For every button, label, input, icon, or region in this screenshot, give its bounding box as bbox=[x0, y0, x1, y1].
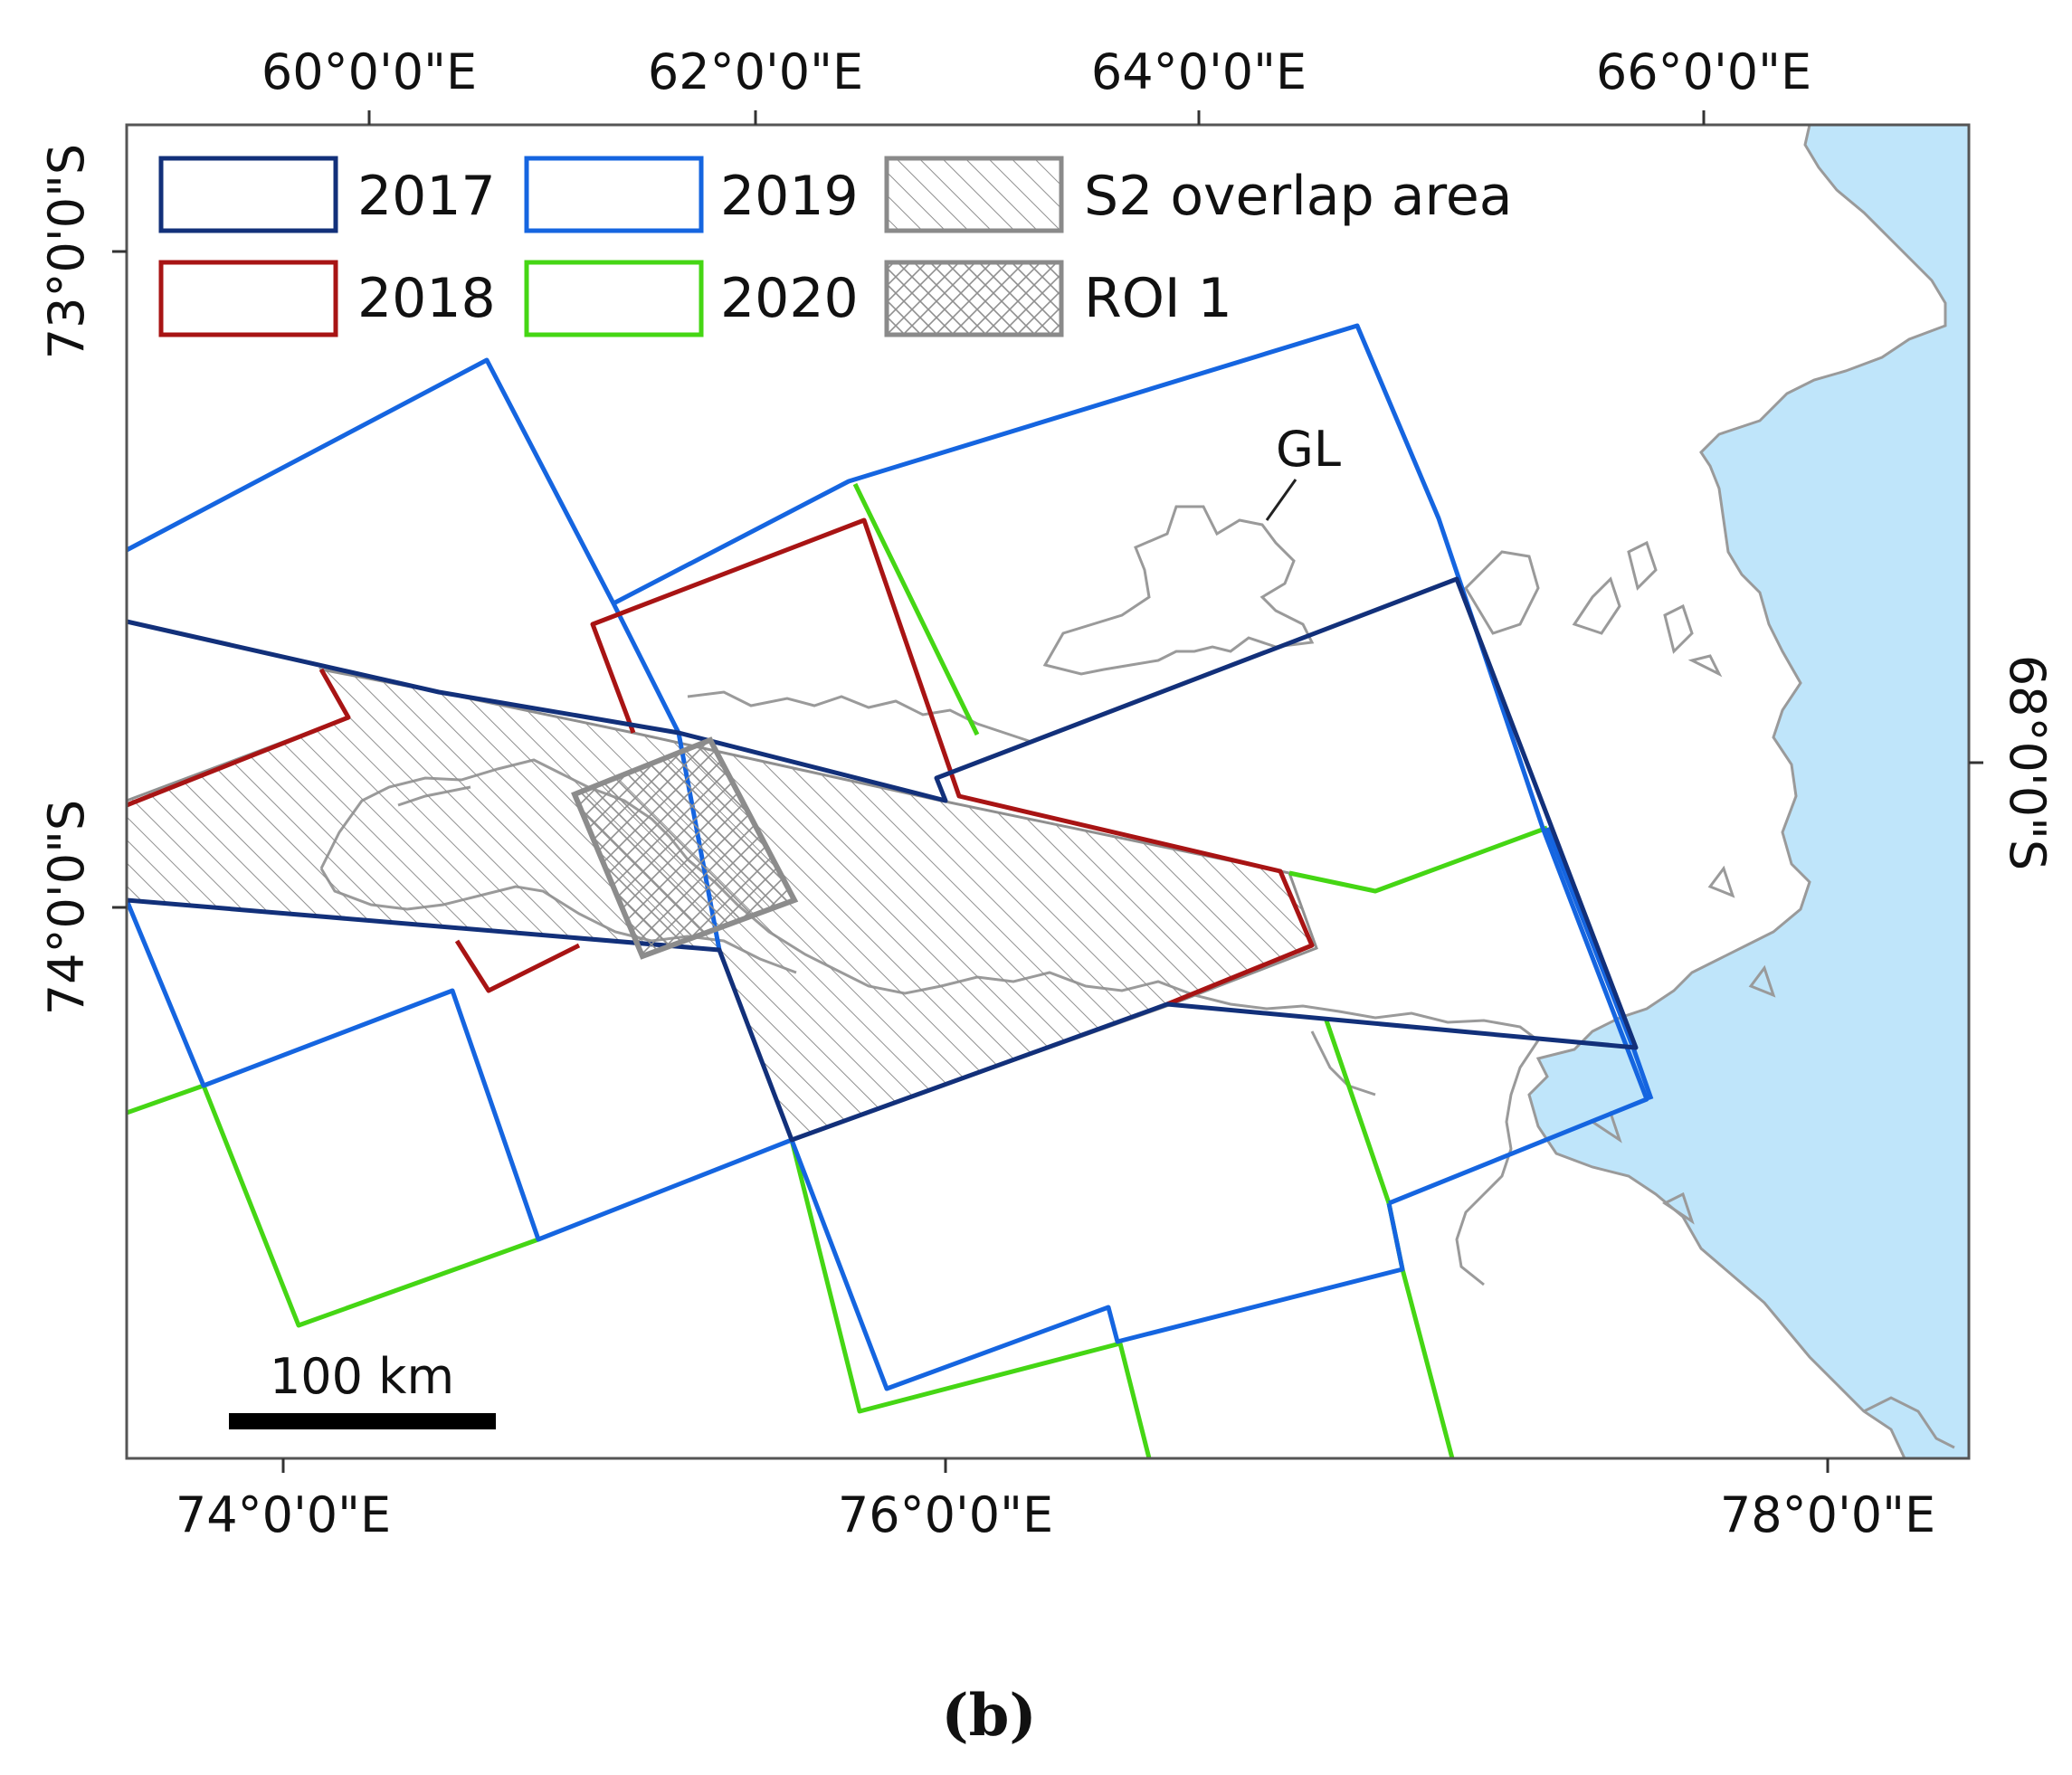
scale-bar bbox=[229, 1413, 496, 1429]
top-tick-66e: 66°0'0"E bbox=[1596, 43, 1811, 100]
bottom-tick-74e: 74°0'0"E bbox=[176, 1486, 391, 1543]
legend-swatch-2019 bbox=[524, 156, 704, 233]
axis-ticks bbox=[112, 110, 1983, 1473]
legend-label-roi-1: ROI 1 bbox=[1084, 267, 1232, 330]
roi-1-polygon bbox=[571, 736, 799, 960]
legend-swatch-roi-1 bbox=[884, 260, 1064, 337]
legend-swatch-2018 bbox=[158, 260, 338, 337]
legend-swatch-2017 bbox=[158, 156, 338, 233]
legend-label-2017: 2017 bbox=[357, 165, 496, 228]
legend-swatch-s2-overlap bbox=[884, 156, 1064, 233]
legend-label-2020: 2020 bbox=[720, 267, 859, 330]
left-tick-74s: 74°0'0"S bbox=[38, 800, 95, 1015]
grounding-line-label: GL bbox=[1276, 421, 1341, 478]
legend-label-s2-overlap: S2 overlap area bbox=[1084, 165, 1513, 228]
right-tick-68s: 68°0'0"S bbox=[1999, 655, 2056, 870]
legend: 2017 2018 2019 2020 S2 overlap area ROI … bbox=[158, 156, 1513, 337]
figure-caption: (b) bbox=[941, 1682, 1036, 1750]
legend-label-2018: 2018 bbox=[357, 267, 496, 330]
map-frame bbox=[125, 123, 1971, 1460]
top-tick-64e: 64°0'0"E bbox=[1091, 43, 1307, 100]
scale-bar-label: 100 km bbox=[270, 1348, 454, 1405]
legend-label-2019: 2019 bbox=[720, 165, 859, 228]
top-tick-62e: 62°0'0"E bbox=[648, 43, 863, 100]
left-tick-73s: 73°0'0"S bbox=[38, 144, 95, 359]
legend-swatch-2020 bbox=[524, 260, 704, 337]
ocean-area bbox=[1527, 125, 1969, 1458]
bottom-tick-76e: 76°0'0"E bbox=[838, 1486, 1053, 1543]
map-panel bbox=[127, 125, 1969, 1458]
grounding-line-leader bbox=[1265, 479, 1297, 521]
top-tick-60e: 60°0'0"E bbox=[261, 43, 477, 100]
footprints-2018 bbox=[127, 517, 1315, 1007]
footprints-2017 bbox=[127, 576, 1639, 1143]
bottom-tick-78e: 78°0'0"E bbox=[1720, 1486, 1935, 1543]
